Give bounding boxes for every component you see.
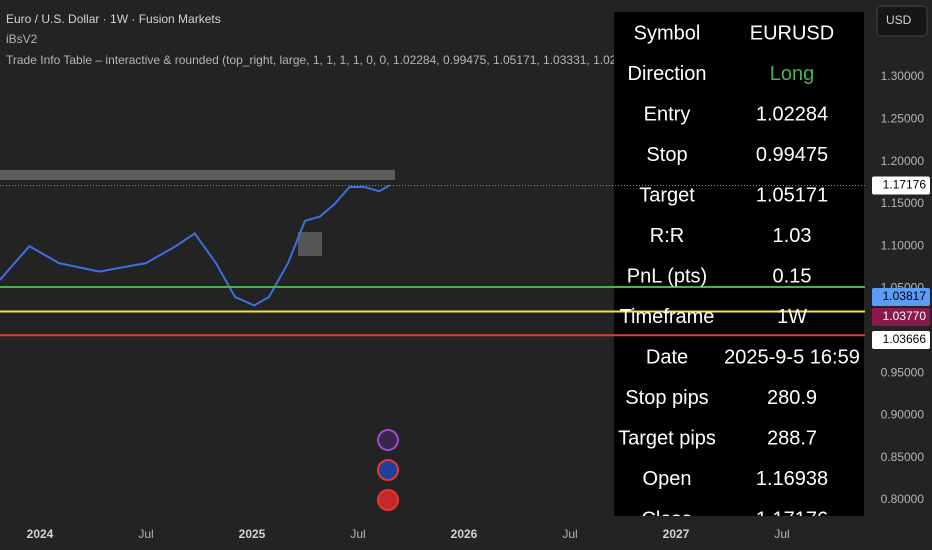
price-line <box>0 184 391 307</box>
time-tick-label: Jul <box>774 527 789 541</box>
table-key: PnL (pts) <box>627 265 707 287</box>
table-value: 1.02284 <box>756 103 828 125</box>
table-key: Stop <box>646 144 687 166</box>
table-value: 1.05171 <box>756 184 828 206</box>
currency-button[interactable] <box>876 5 928 37</box>
zone-box <box>298 232 322 256</box>
indicator: iBsV2 <box>6 32 38 46</box>
table-value: 0.99475 <box>756 144 828 166</box>
price-tick-label: 1.30000 <box>881 69 925 83</box>
time-tick-label: 2025 <box>239 527 266 541</box>
table-key: Target <box>639 184 695 206</box>
icons <box>377 429 399 511</box>
table-value: 0.15 <box>773 265 812 287</box>
table-value: EURUSD <box>750 22 834 44</box>
table-value: 1W <box>777 306 807 328</box>
table-key: Date <box>646 346 688 368</box>
table-value: Long <box>770 63 815 85</box>
table-key: Entry <box>644 103 691 125</box>
table-key: Target pips <box>618 427 716 449</box>
table-value: 288.7 <box>767 427 817 449</box>
table-key: R:R <box>650 225 684 247</box>
time-tick-label: 2024 <box>27 527 54 541</box>
price-tick-label: 0.95000 <box>881 365 925 379</box>
price-tick-label: 0.80000 <box>881 492 925 506</box>
time-tick-label: Jul <box>350 527 365 541</box>
price-label: 1.03770 <box>883 309 927 323</box>
table-value: 1.03 <box>773 225 812 247</box>
trade-table <box>614 12 864 516</box>
table-key: Open <box>643 468 692 490</box>
study-line: Trade Info Table – interactive & rounded… <box>6 53 640 67</box>
symbol-line: Euro / U.S. Dollar · 1W · Fusion Markets <box>6 12 221 26</box>
price-tick-label: 0.85000 <box>881 450 925 464</box>
price-label: 1.17176 <box>883 178 927 192</box>
price-tick-label: 0.90000 <box>881 408 925 422</box>
time-tick-label: Jul <box>138 527 153 541</box>
price-tick-label: 1.20000 <box>881 154 925 168</box>
zone-band <box>0 170 395 180</box>
table-value: 280.9 <box>767 387 817 409</box>
price-tick-label: 1.25000 <box>881 111 925 125</box>
table-bottom-cover <box>614 516 864 550</box>
price-label: 1.03817 <box>883 289 927 303</box>
price-label-box <box>872 331 930 349</box>
price-label: 1.03666 <box>883 332 927 346</box>
currency-label: USD <box>886 13 912 27</box>
price-tick-label: 1.10000 <box>881 238 925 252</box>
time-tick-label: 2026 <box>451 527 478 541</box>
table-key: Stop pips <box>625 387 708 409</box>
icon[interactable] <box>377 489 399 511</box>
table-value: 1.16938 <box>756 468 828 490</box>
price-tick-label: 1.15000 <box>881 196 925 210</box>
table-key: Direction <box>628 63 707 85</box>
table-key: Timeframe <box>620 306 715 328</box>
table-value: 2025-9-5 16:59 <box>724 346 860 368</box>
icon[interactable] <box>377 459 399 481</box>
price-label-box <box>872 308 930 326</box>
time-tick-label: Jul <box>562 527 577 541</box>
price-label-box <box>872 176 930 195</box>
price-label-box <box>872 288 930 306</box>
table-key: Symbol <box>634 22 701 44</box>
icon[interactable] <box>377 429 399 451</box>
time-tick-label: 2027 <box>663 527 690 541</box>
